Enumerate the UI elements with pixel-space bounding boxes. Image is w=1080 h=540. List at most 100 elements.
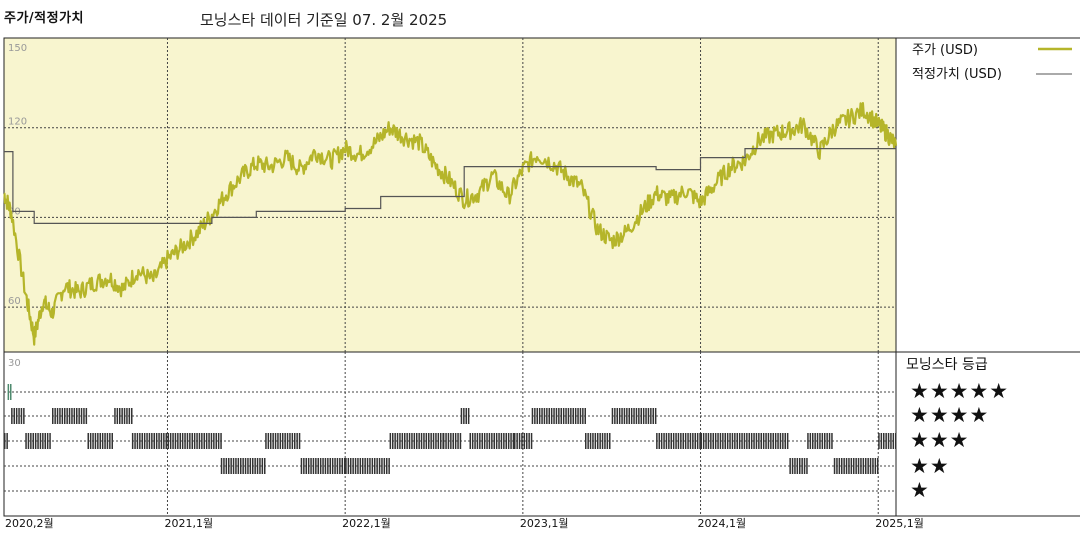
rating-bar-4-star [68,408,71,424]
x-tick-label: 2025,1월 [875,517,924,530]
rating-bar-3-star [139,433,141,449]
rating-bar-3-star [141,433,143,449]
rating-bar-4-star [534,408,536,424]
rating-bar-3-star [396,433,399,449]
rating-bar-3-star [143,433,146,449]
rating-bar-3-star [416,433,418,449]
rating-bar-3-star [459,433,462,449]
rating-bar-2-star [364,458,366,474]
rating-bar-3-star [672,433,675,449]
rating-bar-3-star [684,433,687,449]
rating-bar-3-star [270,433,272,449]
rating-bar-2-star [371,458,374,474]
rating-bar-4-star [13,408,15,424]
rating-bar-2-star [322,458,324,474]
rating-bar-2-star [319,458,322,474]
rating-bar-3-star [274,433,277,449]
rating-bar-4-star [11,408,13,424]
rating-bar-2-star [838,458,841,474]
rating-bar-4-star [640,408,642,424]
rating-bar-3-star [772,433,774,449]
rating-bar-3-star [394,433,396,449]
rating-bar-3-star [724,433,726,449]
rating-bar-3-star [101,433,104,449]
rating-bar-4-star [579,408,582,424]
rating-bar-3-star [707,433,710,449]
chart-title: 주가/적정가치 [4,11,85,26]
rating-bar-3-star [423,433,425,449]
rating-bar-3-star [696,433,699,449]
rating-bar-3-star [500,433,503,449]
rating-bar-3-star [42,433,44,449]
rating-bar-3-star [6,433,8,449]
rating-bar-4-star [565,408,567,424]
rating-bar-3-star [486,433,488,449]
rating-bar-3-star [807,433,809,449]
rating-bar-3-star [469,433,471,449]
rating-bar-4-star [550,408,553,424]
rating-bar-3-star [503,433,505,449]
rating-bar-3-star [479,433,481,449]
rating-bar-3-star [30,433,32,449]
rating-bar-3-star [831,433,833,449]
rating-bar-2-star [860,458,862,474]
rating-bar-4-star [15,408,18,424]
rating-bar-3-star [491,433,493,449]
rating-bar-2-star [324,458,327,474]
rating-bar-3-star [887,433,890,449]
rating-bar-3-star [205,433,208,449]
rating-bar-3-star [196,433,198,449]
rating-bar-4-star [654,408,657,424]
rating-bar-3-star [495,433,498,449]
rating-bar-2-star [228,458,230,474]
rating-bar-3-star [516,433,518,449]
rating-bar-2-star [388,458,390,474]
rating-bar-4-star [577,408,579,424]
rating-bar-3-star [291,433,294,449]
rating-bar-3-star [267,433,270,449]
rating-bar-4-star [541,408,543,424]
rating-bar-3-star [440,433,442,449]
rating-bar-3-star [298,433,301,449]
rating-bar-3-star [762,433,765,449]
rating-bar-4-star [128,408,131,424]
rating-bar-2-star [310,458,312,474]
rating-bar-4-star [536,408,538,424]
rating-bar-3-star [826,433,828,449]
rating-bar-2-star [874,458,877,474]
rating-bar-3-star [46,433,49,449]
rating-bar-3-star [474,433,476,449]
rating-bar-4-star [66,408,68,424]
rating-bar-4-star [572,408,574,424]
rating-bar-4-star [645,408,647,424]
rating-bar-3-star [712,433,714,449]
rating-bar-3-star [265,433,267,449]
rating-bar-4-star [126,408,128,424]
data-date-subtitle: 모닝스타 데이터 기준일 07. 2월 2025 [200,11,448,29]
rating-bar-3-star [510,433,512,449]
rating-bar-4-star [621,408,623,424]
rating-bar-2-star [336,458,339,474]
rating-bar-3-star [755,433,758,449]
rating-bar-2-star [244,458,247,474]
rating-bar-3-star [445,433,447,449]
rating-bar-4-star [560,408,562,424]
rating-bar-3-star [521,433,523,449]
rating-bar-3-star [689,433,692,449]
rating-bar-2-star [836,458,838,474]
x-tick-label: 2024,1월 [698,517,747,530]
rating-bar-3-star [106,433,109,449]
rating-bar-3-star [432,433,435,449]
rating-bar-4-star [548,408,550,424]
rating-bar-4-star [618,408,621,424]
rating-bar-2-star [381,458,383,474]
rating-bar-3-star [193,433,196,449]
rating-bar-4-star [54,408,56,424]
rating-bar-3-star [39,433,42,449]
rating-bar-3-star [294,433,296,449]
rating-bar-3-star [585,433,587,449]
rating-bar-3-star [670,433,672,449]
rating-bar-2-star [845,458,848,474]
rating-bar-2-star [374,458,376,474]
rating-bar-3-star [748,433,750,449]
